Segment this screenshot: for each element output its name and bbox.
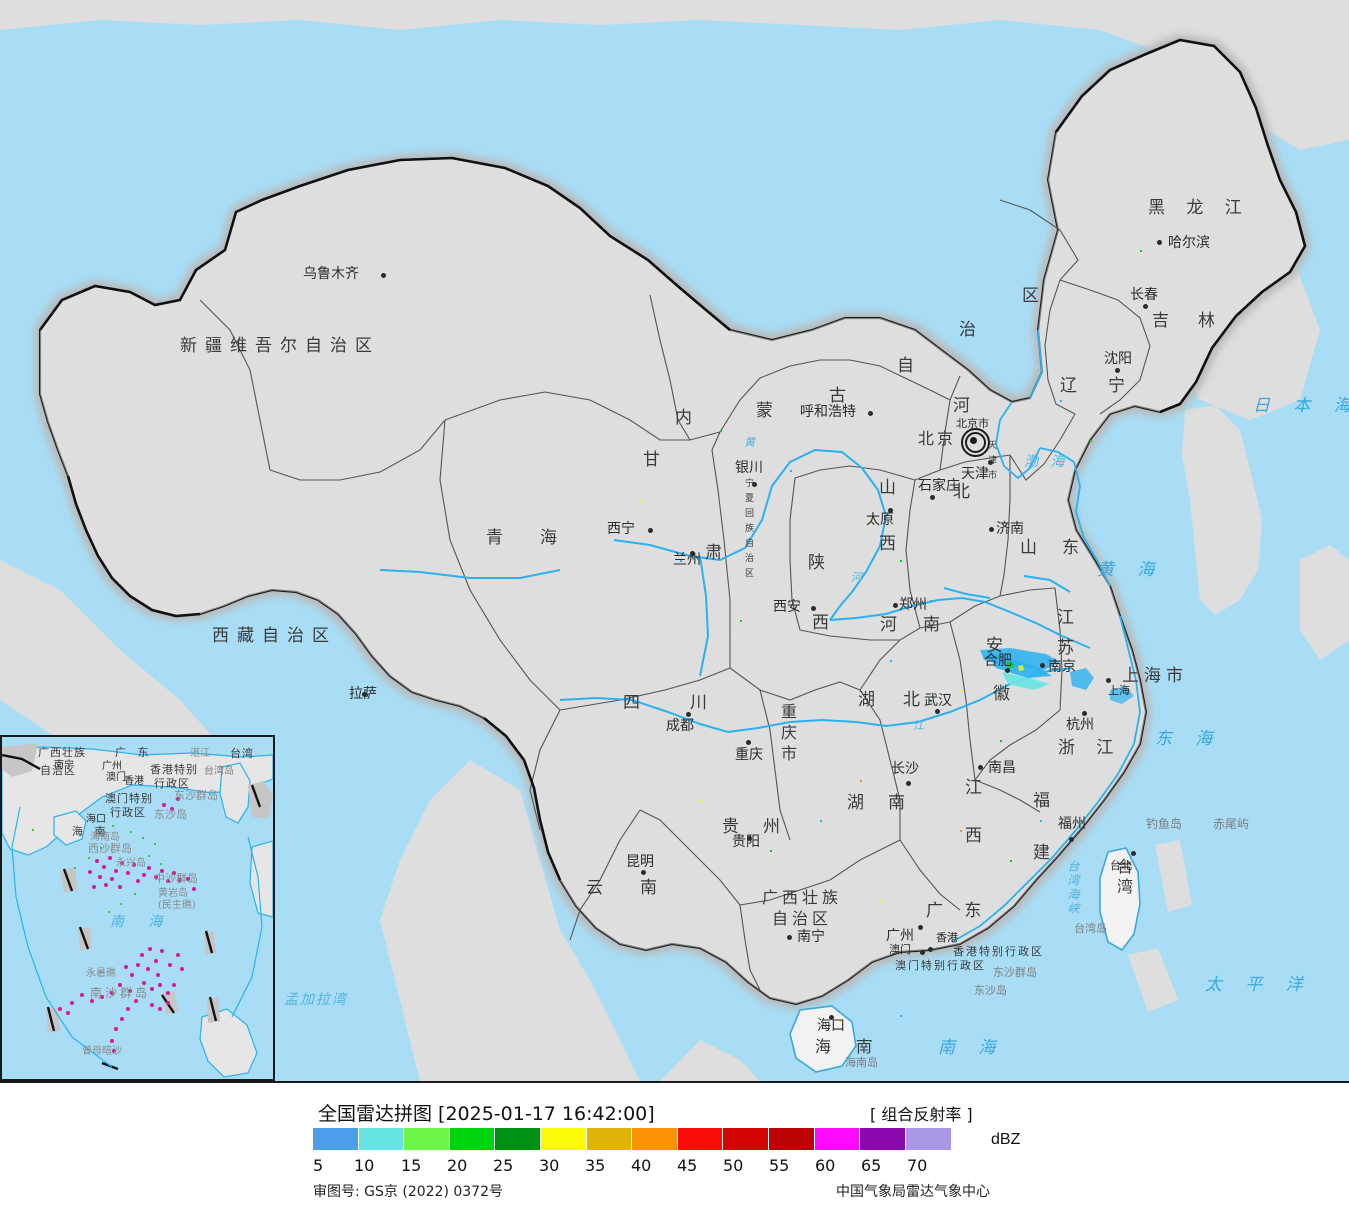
city-dot-hongkong: [928, 947, 933, 952]
city-dot-tianjin: [988, 460, 993, 465]
colorbar-unit-label: dBZ: [991, 1131, 1021, 1148]
hainan-island: [789, 1005, 857, 1073]
city-dot-guiyang: [747, 836, 752, 841]
colorbar-tick-60: 60: [815, 1156, 836, 1175]
colorbar-swatch-20[interactable]: [449, 1128, 496, 1150]
city-dot-kunming: [641, 870, 646, 875]
approval-number: 审图号: GS京 (2022) 0372号: [313, 1184, 503, 1200]
city-dot-lhasa: [362, 692, 367, 697]
city-dot-xian: [811, 606, 816, 611]
colorbar[interactable]: [313, 1128, 952, 1150]
organization-label: 中国气象局雷达气象中心: [836, 1184, 990, 1200]
colorbar-swatch-30[interactable]: [540, 1128, 587, 1150]
colorbar-tick-30: 30: [539, 1156, 560, 1175]
city-dot-chongqing: [746, 740, 751, 745]
city-dot-guangzhou: [918, 925, 923, 930]
capital-marker-ring-beijing: [961, 428, 990, 457]
city-dot-shenyang: [1115, 368, 1120, 373]
city-dot-fuzhou: [1069, 837, 1074, 842]
colorbar-tick-15: 15: [401, 1156, 422, 1175]
city-dot-macau: [920, 950, 925, 955]
city-dot-haikou: [829, 1015, 834, 1020]
city-dot-hefei: [1005, 668, 1010, 673]
city-dot-harbin: [1157, 240, 1162, 245]
colorbar-swatch-50[interactable]: [723, 1128, 769, 1150]
colorbar-swatch-60[interactable]: [814, 1128, 861, 1150]
colorbar-tick-45: 45: [677, 1156, 698, 1175]
colorbar-tick-20: 20: [447, 1156, 468, 1175]
colorbar-tick-25: 25: [493, 1156, 514, 1175]
map-vector-layer: [0, 0, 1349, 1081]
province-borders: [199, 199, 1151, 991]
city-dot-wuhan: [935, 709, 940, 714]
city-dot-hangzhou: [1082, 711, 1087, 716]
taiwan-island: [1099, 847, 1141, 952]
colorbar-tick-65: 65: [861, 1156, 882, 1175]
city-dot-jinan: [989, 527, 994, 532]
coastline: [951, 329, 1141, 943]
city-dot-taiyuan: [888, 508, 893, 513]
city-dot-changchun: [1143, 304, 1148, 309]
colorbar-swatch-35[interactable]: [586, 1128, 633, 1150]
colorbar-tick-50: 50: [723, 1156, 744, 1175]
colorbar-swatch-5[interactable]: [313, 1128, 359, 1150]
colorbar-tick-40: 40: [631, 1156, 652, 1175]
colorbar-tick-35: 35: [585, 1156, 606, 1175]
map-canvas[interactable]: 新疆维吾尔自治区 乌鲁木齐 西藏自治区 拉萨 青 海 西宁 甘 肃 兰州 内 蒙…: [0, 0, 1349, 1081]
city-dot-nanchang: [978, 765, 983, 770]
city-dot-chengdu: [686, 712, 691, 717]
south-china-sea-inset-map[interactable]: 广西壮族 自治区 广 东 广州 南宁 湛江 台湾 台湾岛 澳门 香港 香港特别 …: [0, 735, 275, 1081]
city-dot-xining: [648, 528, 653, 533]
city-dot-nanjing: [1040, 663, 1045, 668]
colorbar-swatch-10[interactable]: [358, 1128, 405, 1150]
colorbar-swatch-45[interactable]: [677, 1128, 724, 1150]
city-dot-shijiazhuang: [930, 495, 935, 500]
colorbar-swatch-65[interactable]: [860, 1128, 906, 1150]
city-dot-taipei: [1131, 851, 1136, 856]
colorbar-tick-row: 5 10 15 20 25 30 35 40 45 50 55 60 65 70: [313, 1156, 997, 1176]
colorbar-tick-10: 10: [354, 1156, 375, 1175]
footer-title-row: 全国雷达拼图 [2025-01-17 16:42:00] [ 组合反射率 ]: [0, 1099, 1349, 1125]
city-dot-zhengzhou: [893, 603, 898, 608]
city-dot-changsha: [906, 781, 911, 786]
echo-speckles: [640, 250, 1142, 1042]
colorbar-tick-5: 5: [313, 1156, 324, 1175]
colorbar-swatch-55[interactable]: [768, 1128, 815, 1150]
colorbar-swatch-15[interactable]: [404, 1128, 450, 1150]
colorbar-tick-55: 55: [769, 1156, 790, 1175]
colorbar-swatch-70[interactable]: [905, 1128, 952, 1150]
city-dot-lanzhou: [690, 551, 695, 556]
product-type-label: [ 组合反射率 ]: [870, 1105, 973, 1124]
city-dot-urumqi: [381, 273, 386, 278]
city-dot-nanning: [787, 935, 792, 940]
rivers: [379, 448, 1091, 734]
colorbar-swatch-40[interactable]: [632, 1128, 678, 1150]
city-dot-hohhot: [868, 411, 873, 416]
city-dot-yinchuan: [752, 482, 757, 487]
city-dot-shanghai: [1106, 678, 1111, 683]
colorbar-swatch-25[interactable]: [495, 1128, 541, 1150]
page-title: 全国雷达拼图 [2025-01-17 16:42:00]: [318, 1103, 655, 1125]
colorbar-tick-70: 70: [907, 1156, 928, 1175]
national-border: [38, 38, 1307, 881]
